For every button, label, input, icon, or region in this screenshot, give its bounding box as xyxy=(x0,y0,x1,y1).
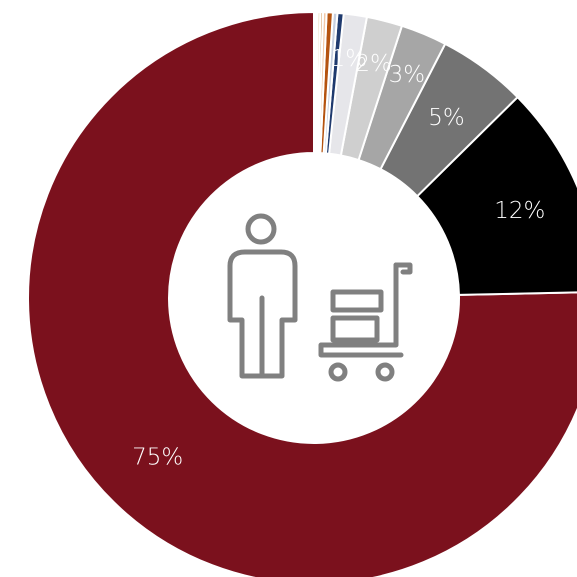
slice-label-4: 3% xyxy=(389,62,426,88)
slice-label-6: 1% xyxy=(331,46,368,72)
donut-slice-2 xyxy=(415,95,577,296)
person-with-luggage-cart-icon xyxy=(227,213,413,382)
donut-slice-14 xyxy=(313,10,317,155)
slice-label-2: 12% xyxy=(494,198,545,224)
donut-slices xyxy=(27,10,577,577)
slice-label-1: 75% xyxy=(132,445,183,471)
donut-labels: 75% 12% 5%3%2%1% xyxy=(132,46,545,471)
slice-label-3: 5% xyxy=(428,105,465,131)
donut-slice-1 xyxy=(27,10,577,577)
slice-label-5: 2% xyxy=(355,51,392,77)
